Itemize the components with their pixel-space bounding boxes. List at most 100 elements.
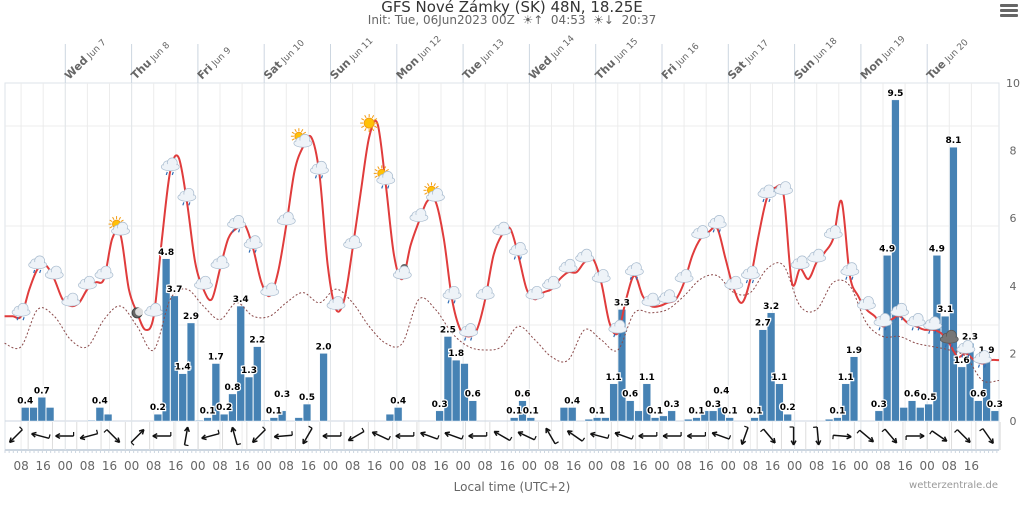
rain-drop — [453, 300, 456, 304]
wind-arrow-head — [251, 437, 255, 443]
wind-arrow-head — [545, 427, 551, 432]
precip-bar — [526, 417, 535, 422]
wind-arrow-head — [614, 431, 621, 434]
day-label: Tue Jun 13 — [460, 36, 507, 83]
cloud-part — [858, 302, 875, 309]
precip-bar — [667, 410, 676, 422]
wind-barb — [48, 434, 51, 439]
sun-ray — [371, 128, 375, 132]
hour-tick-label: 08 — [345, 459, 360, 473]
sun-ray — [433, 183, 436, 187]
sun-ray — [383, 166, 387, 170]
precip-value-label: 0.2 — [780, 403, 796, 413]
sun-disc — [363, 117, 375, 129]
rain-drop — [232, 229, 235, 233]
precip-bar — [883, 255, 892, 422]
cloud-weather-icon — [409, 208, 429, 222]
wind-arrow-head — [590, 431, 596, 435]
wind-arrow-icon — [813, 426, 822, 446]
precip-value-label: 0.6 — [970, 390, 986, 400]
cloud-weather-icon — [94, 265, 114, 280]
cloud-part — [742, 272, 759, 279]
cloud-part — [560, 265, 577, 272]
wind-arrow-shaft — [444, 432, 463, 440]
precip-bar — [253, 346, 262, 422]
hour-tick-label: 16 — [102, 459, 117, 473]
right-axis-tick-label: 4 — [1010, 280, 1017, 293]
rain-drop — [381, 185, 384, 189]
day-label: Mon Jun 19 — [858, 32, 908, 82]
wind-arrow-head — [444, 431, 450, 434]
precip-bar — [443, 336, 452, 422]
wind-arrow-shaft — [31, 432, 50, 440]
wind-arrow-head — [186, 426, 190, 433]
precip-bar — [709, 410, 718, 422]
wind-arrow-head — [420, 431, 426, 434]
cloud-weather-icon — [78, 275, 97, 290]
hour-tick-label: 08 — [676, 459, 691, 473]
day-label: Thu Jun 15 — [593, 34, 641, 82]
day-label-date: Jun 10 — [278, 38, 307, 67]
precip-value-label: 1.4 — [175, 363, 191, 373]
precip-bar — [95, 407, 104, 422]
wind-arrow-shaft — [567, 430, 583, 442]
wind-barb — [103, 429, 108, 433]
rain-drop — [248, 249, 251, 253]
wind-arrow-shaft — [252, 429, 266, 443]
cloud-weather-icon — [641, 292, 661, 307]
sun-ray — [302, 131, 307, 135]
rain-drop — [878, 327, 881, 331]
precip-value-label: 0.1 — [523, 407, 539, 417]
precip-value-label: 0.4 — [17, 396, 33, 406]
wind-arrow-shaft — [816, 426, 820, 446]
precip-value-label: 0.6 — [515, 390, 531, 400]
sun-ray — [291, 131, 295, 135]
cloud-part — [709, 221, 726, 228]
precip-value-label: 0.3 — [871, 400, 887, 410]
precip-bar — [758, 329, 767, 422]
rain-drop — [745, 279, 748, 284]
precip-value-label: 3.3 — [614, 298, 630, 308]
wind-arrow-shaft — [711, 432, 730, 440]
rain-drop — [314, 175, 318, 179]
precip-bar — [949, 147, 958, 422]
credit-link[interactable]: wetterzentrale.de — [909, 480, 998, 491]
cloud-part — [775, 187, 792, 194]
wind-arrow-head — [988, 440, 994, 445]
rain-weather-icon — [177, 187, 197, 206]
hamburger-menu-icon[interactable] — [1000, 2, 1018, 18]
wind-arrow-head — [395, 432, 401, 437]
wind-barb — [461, 435, 464, 440]
rain-drop — [519, 256, 522, 260]
hour-tick-label: 16 — [699, 459, 714, 473]
cloud-weather-icon — [558, 258, 578, 273]
cloud-weather-icon — [210, 255, 230, 270]
rain-drop — [944, 344, 947, 348]
precip-bar — [907, 400, 917, 422]
wind-arrow-head — [846, 436, 852, 440]
precip-bar — [601, 417, 610, 422]
wind-barb — [262, 426, 266, 431]
cloud-part — [924, 322, 941, 329]
wind-arrow-icon — [130, 428, 145, 446]
precip-value-label: 1.1 — [838, 373, 854, 383]
hour-tick-label: 08 — [146, 459, 161, 473]
wind-arrow-icon — [395, 432, 415, 440]
cloud-part — [725, 282, 742, 289]
precip-value-label: 0.5 — [299, 393, 315, 403]
precip-value-label: 3.4 — [233, 295, 249, 305]
sun-ray — [364, 128, 367, 132]
wind-arrow-head — [891, 440, 897, 444]
precip-value-label: 0.1 — [829, 407, 845, 417]
rain-drop — [928, 330, 931, 334]
hour-tick-label: 08 — [279, 459, 294, 473]
hour-tick-label: 16 — [897, 459, 912, 473]
sun-ray — [377, 166, 380, 170]
wind-arrow-head — [662, 432, 668, 437]
wind-arrow-shaft — [106, 429, 121, 443]
sun-ray — [374, 175, 378, 178]
cloud-part — [311, 167, 328, 174]
cloud-part — [228, 221, 245, 228]
hour-tick-label: 00 — [389, 459, 404, 473]
